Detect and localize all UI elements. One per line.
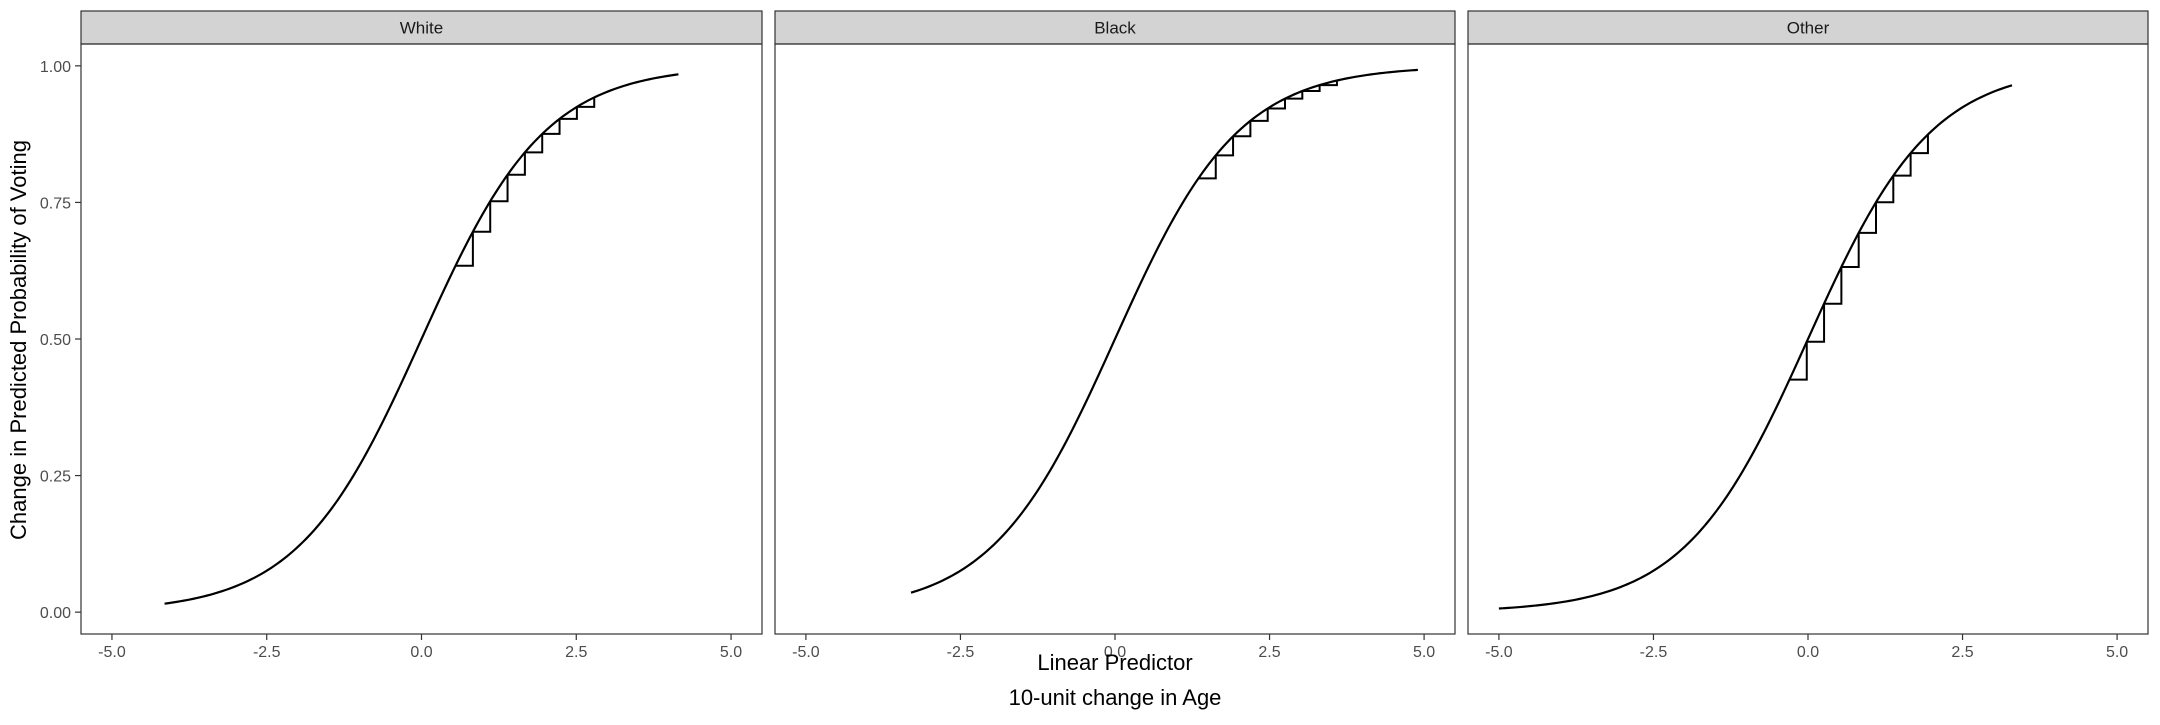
x-tick-label: -5.0 <box>98 644 126 661</box>
panel-strip-label: Other <box>1787 19 1830 38</box>
x-tick-label: -5.0 <box>792 644 820 661</box>
step-segment <box>576 97 596 108</box>
step-segment <box>1198 155 1217 180</box>
step-segment <box>524 133 544 154</box>
step-segment <box>1215 136 1235 157</box>
step-segment <box>1910 134 1929 155</box>
series-line <box>1498 84 2013 610</box>
x-tick-label: 2.5 <box>1951 644 1973 661</box>
panel-white: White -5.0 -2.5 0.0 2.5 5.0 0.00 0.25 0.50 0.75 1.… <box>40 10 763 661</box>
y-tick-label: 1.00 <box>40 59 71 76</box>
x-tick-label: 5.0 <box>1413 644 1435 661</box>
step-segment <box>1302 85 1321 93</box>
panels-layer: White -5.0 -2.5 0.0 2.5 5.0 0.00 0.25 0.50 0.75 1.… <box>40 10 2149 661</box>
step-segment <box>472 201 492 233</box>
x-tick-label: 0.0 <box>1104 644 1126 661</box>
step-segment <box>1267 98 1286 110</box>
x-tick-label: 5.0 <box>2106 644 2128 661</box>
panel-strip <box>80 10 763 45</box>
panel-other: Other -5.0 -2.5 0.0 2.5 5.0 <box>1467 10 2149 661</box>
step-segment <box>1789 341 1808 381</box>
y-tick-label: 0.25 <box>40 469 71 486</box>
step-segment <box>559 106 578 120</box>
y-axis-title: Change in Predicted Probability of Votin… <box>6 140 31 540</box>
x-tick-label: -2.5 <box>1640 644 1668 661</box>
step-segment <box>1858 202 1877 234</box>
x-axis-title: Linear Predictor <box>1037 650 1192 675</box>
step-segment <box>1250 108 1269 122</box>
x-axis-subtitle: 10-unit change in Age <box>1009 685 1222 710</box>
panel-strip <box>774 10 1456 45</box>
panel-strip-label: White <box>400 19 443 38</box>
step-segment <box>490 174 509 203</box>
step-segment <box>1824 266 1843 305</box>
series-line <box>164 73 679 605</box>
panel-strip <box>1467 10 2149 45</box>
panel-strip-label: Black <box>1094 19 1136 38</box>
step-segment <box>1876 175 1895 204</box>
step-segment <box>1233 120 1252 138</box>
step-segment <box>1841 232 1860 268</box>
step-segment <box>507 152 526 176</box>
x-tick-label: 0.0 <box>410 644 432 661</box>
x-tick-label: -2.5 <box>947 644 975 661</box>
step-segment <box>1285 91 1304 100</box>
step-segment <box>1319 80 1338 87</box>
x-tick-label: 2.5 <box>565 644 587 661</box>
x-tick-label: 5.0 <box>720 644 742 661</box>
x-tick-label: -5.0 <box>1485 644 1513 661</box>
step-segment <box>1893 153 1912 177</box>
step-segment <box>1806 303 1826 343</box>
series-line <box>910 68 1418 594</box>
step-segment <box>455 231 474 267</box>
panel-black: Black -5.0 -2.5 0.0 2.5 5.0 <box>774 10 1456 661</box>
x-tick-label: 2.5 <box>1258 644 1280 661</box>
y-tick-label: 0.00 <box>40 605 71 622</box>
y-tick-label: 0.50 <box>40 332 71 349</box>
x-tick-label: -2.5 <box>253 644 281 661</box>
x-tick-label: 0.0 <box>1797 644 1819 661</box>
y-tick-label: 0.75 <box>40 195 71 212</box>
step-segment <box>542 118 561 135</box>
